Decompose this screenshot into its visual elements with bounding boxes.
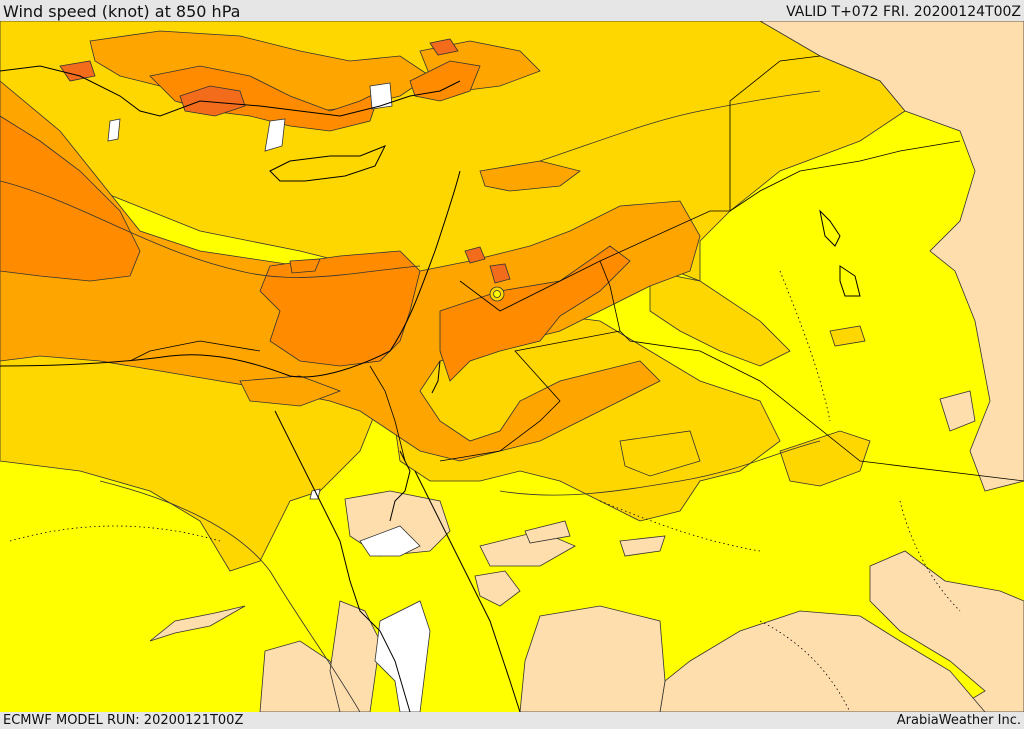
wind-maximum-marker xyxy=(489,286,505,302)
header-bar: Wind speed (knot) at 850 hPa VALID T+072… xyxy=(0,0,1024,21)
wind-band-very-strong xyxy=(0,60,631,382)
wind-speed-map xyxy=(0,21,1024,712)
country-borders xyxy=(129,55,1024,482)
credit-label: ArabiaWeather Inc. xyxy=(896,713,1021,728)
isotach-contours xyxy=(0,90,821,712)
wind-band-calm xyxy=(107,82,431,712)
map-title: Wind speed (knot) at 850 hPa xyxy=(3,2,241,21)
coastlines xyxy=(0,65,861,712)
admin-boundaries xyxy=(9,270,961,712)
valid-time-label: VALID T+072 FRI. 20200124T00Z xyxy=(786,4,1021,20)
footer-bar: ECMWF MODEL RUN: 20200121T00Z ArabiaWeat… xyxy=(0,712,1024,729)
model-run-label: ECMWF MODEL RUN: 20200121T00Z xyxy=(3,713,244,728)
wind-band-gale xyxy=(59,38,511,284)
